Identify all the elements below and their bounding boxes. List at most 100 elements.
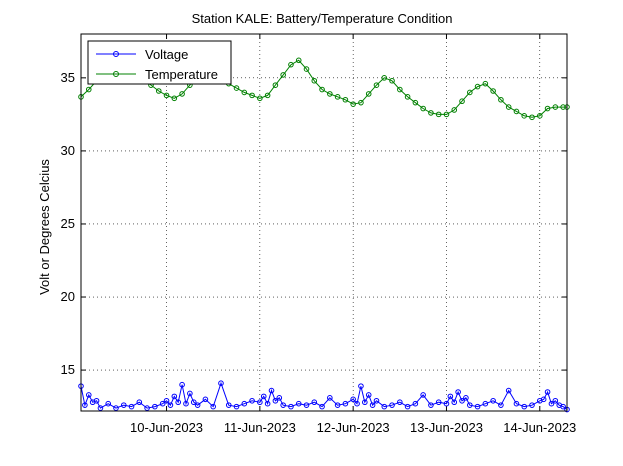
data-point-temperature [404, 94, 411, 100]
data-point-temperature [474, 83, 481, 90]
data-point-voltage [97, 405, 104, 411]
data-point-temperature [513, 108, 520, 115]
legend: Voltage Temperature [87, 40, 232, 85]
data-point-voltage [276, 395, 283, 401]
chart-title: Station KALE: Battery/Temperature Condit… [192, 11, 453, 26]
data-point-temperature [381, 75, 388, 81]
data-point-temperature [373, 82, 380, 88]
data-point-temperature [389, 77, 395, 84]
data-point-temperature [319, 86, 325, 93]
data-point-temperature [264, 92, 271, 99]
data-point-voltage [167, 402, 174, 408]
data-point-voltage [85, 392, 92, 398]
data-point-voltage [474, 403, 481, 410]
data-point-voltage [241, 400, 248, 407]
data-point-voltage [467, 402, 473, 408]
data-point-voltage [373, 397, 380, 404]
legend-voltage-marker [113, 51, 119, 57]
data-point-voltage [490, 397, 496, 404]
data-point-temperature [560, 104, 566, 110]
data-point-temperature [85, 86, 92, 93]
data-point-voltage [381, 403, 388, 410]
data-point-temperature [155, 88, 162, 94]
data-point-voltage [350, 396, 356, 403]
data-point-voltage [190, 399, 197, 406]
data-point-voltage [397, 399, 403, 406]
data-point-temperature [498, 96, 504, 103]
legend-temperature-label: Temperature [145, 67, 218, 82]
data-point-voltage [451, 399, 458, 406]
data-point-temperature [303, 66, 310, 72]
data-point-temperature [451, 107, 458, 113]
data-point-voltage [521, 403, 528, 410]
data-point-voltage [362, 399, 368, 406]
legend-temperature-marker [113, 71, 119, 77]
data-point-voltage [544, 389, 551, 395]
data-point-temperature [171, 95, 178, 102]
data-point-voltage [498, 402, 504, 408]
data-point-voltage [334, 402, 341, 408]
data-point-voltage [311, 399, 318, 406]
data-point-voltage [187, 390, 193, 397]
data-point-temperature [467, 89, 473, 96]
data-point-voltage [268, 387, 275, 394]
data-point-temperature [241, 89, 248, 96]
data-point-voltage [354, 400, 360, 407]
data-point-temperature [505, 104, 512, 110]
legend-voltage-label: Voltage [145, 47, 188, 62]
data-point-voltage [171, 393, 178, 400]
axes-background [81, 34, 567, 411]
data-point-voltage [257, 399, 263, 406]
data-point-voltage [404, 403, 411, 410]
data-point-temperature [397, 86, 403, 93]
data-point-voltage [365, 392, 372, 398]
data-point-temperature [435, 111, 442, 118]
data-point-voltage [82, 402, 88, 408]
axes-frame [80, 33, 568, 412]
x-tick-label: 12-Jun-2023 [317, 420, 390, 435]
data-point-voltage [513, 400, 520, 407]
data-point-temperature [350, 101, 356, 107]
data-point-voltage [218, 380, 224, 387]
data-point-temperature [529, 114, 535, 121]
data-point-voltage [136, 399, 143, 406]
y-tick-label: 20 [61, 289, 75, 304]
y-tick-label: 25 [61, 216, 75, 231]
legend-box [87, 40, 232, 85]
data-point-voltage [435, 399, 442, 406]
data-point-temperature [412, 99, 419, 106]
data-point-temperature [490, 88, 496, 94]
data-point-voltage [319, 403, 325, 410]
data-point-voltage [560, 403, 566, 410]
data-point-voltage [342, 400, 349, 407]
data-point-voltage [428, 402, 434, 408]
data-point-temperature [233, 85, 240, 91]
data-point-voltage [482, 400, 489, 407]
data-point-temperature [459, 98, 465, 105]
data-point-voltage [233, 403, 240, 410]
data-point-temperature [163, 92, 170, 99]
x-tick-label: 14-Jun-2023 [503, 420, 576, 435]
data-point-voltage [249, 397, 255, 404]
data-point-voltage [280, 402, 286, 408]
data-point-voltage [113, 405, 119, 411]
data-point-temperature [295, 57, 302, 64]
data-point-voltage [548, 400, 555, 407]
data-point-voltage [505, 387, 512, 394]
data-point-voltage [463, 395, 469, 401]
data-point-voltage [358, 383, 364, 389]
y-tick-label: 30 [61, 143, 75, 158]
data-point-voltage [163, 397, 170, 404]
data-point-voltage [540, 396, 547, 403]
data-point-temperature [311, 77, 318, 84]
data-point-voltage [288, 403, 294, 410]
data-point-voltage [295, 400, 302, 407]
data-point-voltage [128, 403, 135, 410]
data-point-voltage [144, 405, 150, 411]
data-point-temperature [544, 105, 551, 112]
data-point-temperature [482, 80, 489, 87]
x-tick-label: 10-Jun-2023 [130, 420, 203, 435]
data-point-temperature [420, 105, 426, 112]
data-point-voltage [447, 393, 454, 400]
